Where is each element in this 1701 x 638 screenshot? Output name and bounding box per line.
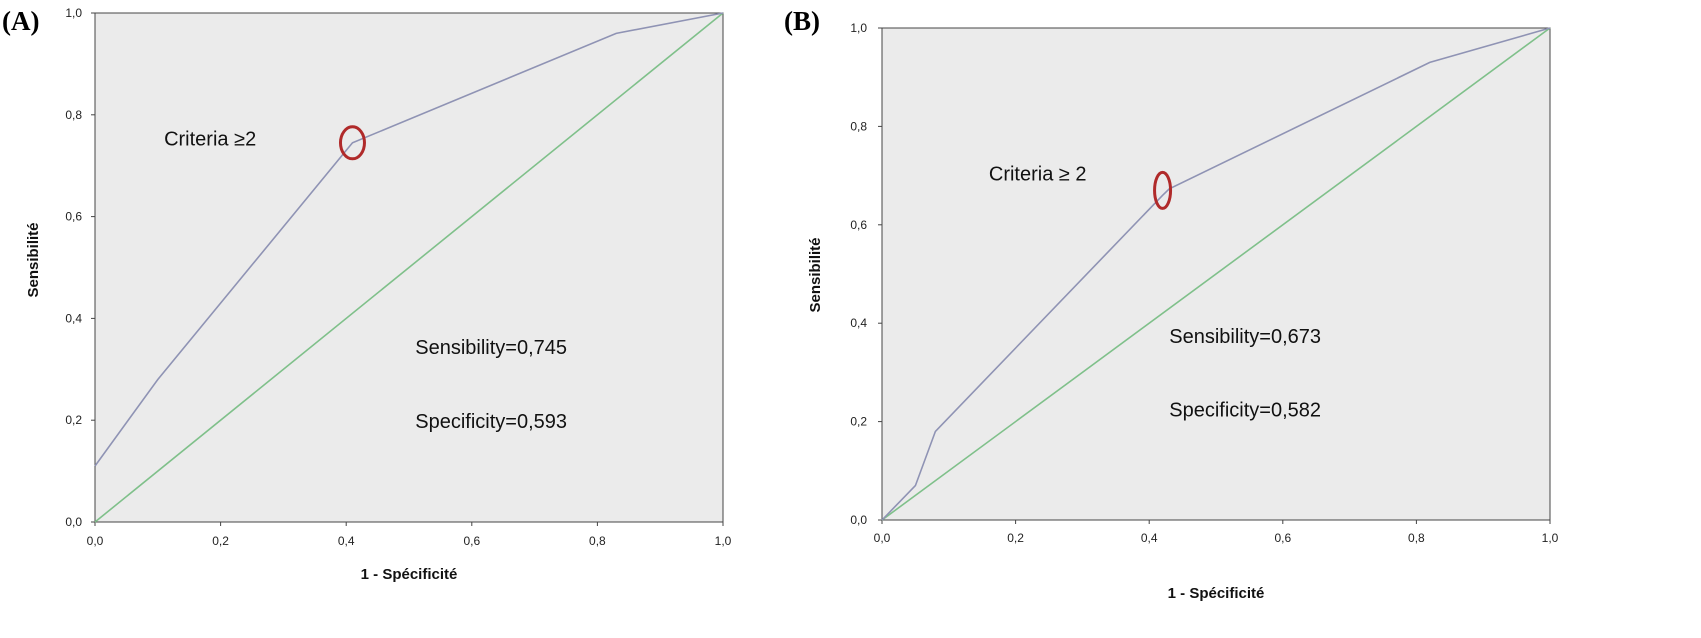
panel-b-x-tick-label: 0,8 [1408,531,1425,545]
panel-b-marks: 0,0 0,2 0,4 0,6 0,8 1,0 0,0 0,2 0,4 0,6 0,8 1,0 Crit… [850,21,1558,545]
panel-b-sensibility-label: Sensibility=0,673 [1169,326,1321,348]
panel-b-x-tick-label: 0,4 [1141,531,1158,545]
panel-a-x-tick-label: 0,6 [463,534,480,548]
panel-a-x-tick-label: 1,0 [715,534,732,548]
panel-a-criteria-label: Criteria ≥2 [164,128,256,150]
panel-b-y-tick-label: 0,6 [850,218,867,232]
panel-a-marks: 0,0 0,2 0,4 0,6 0,8 1,0 0,0 0,2 0,4 0,6 0,8 1,0 Crit… [65,6,731,548]
panel-a-roc-curve [94,12,724,467]
panel-b: (B) 0,0 0,2 0,4 0,6 0,8 1,0 0,0 0,2 0,4 0,6 0,8 1,0… [784,6,1559,602]
panel-b-y-tick-label: 0,4 [850,316,867,330]
panel-b-specificity-label: Specificity=0,582 [1169,400,1321,422]
panel-b-x-axis-title: 1 - Spécificité [1168,585,1265,602]
panel-a-reference-line [94,12,724,523]
panel-a-sensibility-label: Sensibility=0,745 [415,337,567,359]
panel-b-criteria-label: Criteria ≥ 2 [989,164,1087,186]
panel-b-x-tick-label: 0,0 [874,531,891,545]
panel-a-x-tick-label: 0,8 [589,534,606,548]
panel-b-label: (B) [784,6,820,36]
panel-a-cutoff-marker [338,125,366,161]
panel-a-label: (A) [2,6,39,36]
panel-b-roc-curve [881,27,1551,521]
panel-a-specificity-label: Specificity=0,593 [415,411,567,433]
panel-a-y-axis-title: Sensibilité [25,222,42,297]
panel-b-reference-line [881,27,1551,521]
panel-b-y-tick-label: 0,8 [850,119,867,133]
panel-a-x-tick-label: 0,2 [212,534,229,548]
panel-b-cutoff-marker [1153,170,1173,210]
panel-a-y-tick-label: 0,2 [65,413,82,427]
panel-a: (A) 0,0 0,2 0,4 0,6 0,8 1,0 0,0 0,2 0,4 0,6 0,8 1,0… [2,6,732,583]
panel-a-y-tick-label: 0,4 [65,311,82,325]
panel-a-x-axis-title: 1 - Spécificité [361,566,458,583]
panel-a-y-tick-label: 1,0 [65,6,82,20]
panel-a-y-tick-label: 0,8 [65,108,82,122]
panel-b-x-tick-label: 0,6 [1274,531,1291,545]
panel-a-y-tick-label: 0,6 [65,210,82,224]
panel-a-x-tick-label: 0,4 [338,534,355,548]
panel-b-x-tick-label: 0,2 [1007,531,1024,545]
panel-b-y-tick-label: 1,0 [850,21,867,35]
panel-b-y-tick-label: 0,0 [850,513,867,527]
panel-b-y-axis-title: Sensibilité [807,237,824,312]
panel-a-x-tick-label: 0,0 [87,534,104,548]
panel-b-x-tick-label: 1,0 [1542,531,1559,545]
panel-b-y-tick-label: 0,2 [850,415,867,429]
panel-a-y-tick-label: 0,0 [65,515,82,529]
